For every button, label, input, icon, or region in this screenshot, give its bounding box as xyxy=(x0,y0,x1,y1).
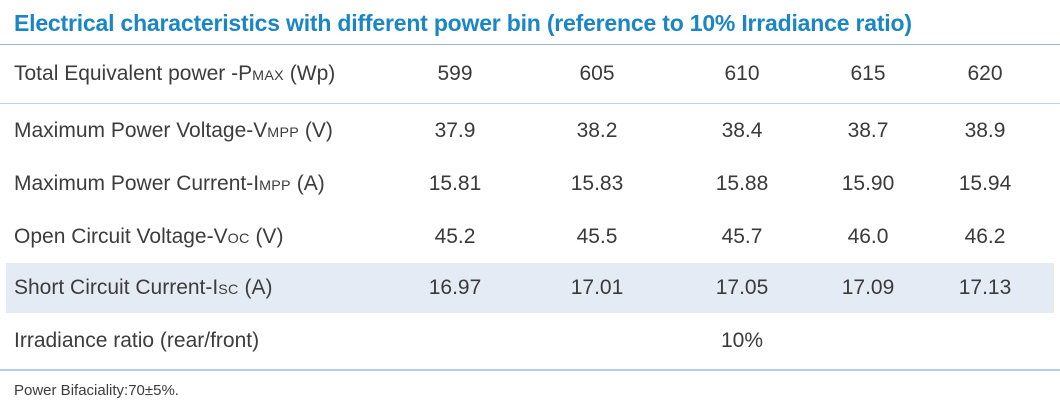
cell-value: 46.2 xyxy=(964,224,1006,248)
row-label-text: Maximum Power Current-I xyxy=(14,171,260,195)
cell-value: 38.4 xyxy=(721,118,763,142)
cell-value: 45.7 xyxy=(721,224,763,248)
row-label-subscript: MPP xyxy=(267,124,300,141)
cell-value: 45.5 xyxy=(576,224,618,248)
cell-value: 38.9 xyxy=(964,118,1006,142)
title-divider xyxy=(0,44,1060,45)
table-row-impp: Maximum Power Current-IMPP (A) 15.81 15.… xyxy=(0,157,1060,210)
table-row-pmax: Total Equivalent power -PMAX (Wp) 599 60… xyxy=(0,45,1060,104)
cell-value: 37.9 xyxy=(434,118,476,142)
cell-value: 15.94 xyxy=(958,171,1012,195)
cell-value: 45.2 xyxy=(434,224,476,248)
row-label-text: Irradiance ratio (rear/front) xyxy=(14,329,260,352)
cell-value: 15.88 xyxy=(715,171,769,195)
row-label-voc: Open Circuit Voltage-VOC (V) xyxy=(0,225,390,249)
row-label-unit: (V) xyxy=(249,224,284,248)
cell-value: 38.7 xyxy=(847,118,889,142)
cell-value: 615 xyxy=(850,62,886,85)
row-label-pmax: Total Equivalent power -PMAX (Wp) xyxy=(0,62,390,86)
cell-value: 17.13 xyxy=(958,276,1012,299)
cell-value: 15.90 xyxy=(841,171,895,195)
electrical-characteristics-table: Total Equivalent power -PMAX (Wp) 599 60… xyxy=(0,45,1060,371)
cell-value: 16.97 xyxy=(428,276,482,299)
page-title: Electrical characteristics with differen… xyxy=(14,10,912,36)
row-label-subscript: OC xyxy=(227,230,250,247)
row-label-irradiance-ratio: Irradiance ratio (rear/front) xyxy=(0,329,390,353)
row-label-impp: Maximum Power Current-IMPP (A) xyxy=(0,172,390,196)
row-label-unit: (Wp) xyxy=(283,62,336,85)
row-label-text: Maximum Power Voltage-V xyxy=(14,118,268,142)
row-label-unit: (V) xyxy=(299,118,333,142)
row-label-text: Open Circuit Voltage-V xyxy=(14,224,228,248)
cell-value: 599 xyxy=(437,62,473,85)
row-label-text: Short Circuit Current-I xyxy=(14,276,219,299)
footnote: Power Bifaciality:70±5%. xyxy=(14,382,179,399)
cell-value: 610 xyxy=(724,62,760,85)
cell-value: 17.05 xyxy=(715,276,769,299)
row-label-unit: (A) xyxy=(290,171,325,195)
cell-value: 15.81 xyxy=(428,171,482,195)
row-label-subscript: SC xyxy=(218,282,239,298)
cell-value: 46.0 xyxy=(847,224,889,248)
row-label-unit: (A) xyxy=(238,276,273,299)
row-label-subscript: MAX xyxy=(252,68,284,84)
table-row-vmpp: Maximum Power Voltage-VMPP (V) 37.9 38.2… xyxy=(0,104,1060,157)
cell-value: 620 xyxy=(967,62,1003,85)
table-row-voc: Open Circuit Voltage-VOC (V) 45.2 45.5 4… xyxy=(0,210,1060,263)
cell-value: 17.01 xyxy=(570,276,624,299)
row-label-isc: Short Circuit Current-ISC (A) xyxy=(0,276,390,300)
cell-value: 17.09 xyxy=(841,276,895,299)
table-row-isc-highlighted: Short Circuit Current-ISC (A) 16.97 17.0… xyxy=(0,263,1060,313)
table-row-irradiance-ratio: Irradiance ratio (rear/front) 10% xyxy=(0,313,1060,371)
cell-value: 10% xyxy=(720,329,764,352)
row-label-text: Total Equivalent power -P xyxy=(14,62,253,85)
cell-value: 38.2 xyxy=(576,118,618,142)
cell-value: 15.83 xyxy=(570,171,624,195)
row-label-subscript: MPP xyxy=(259,177,291,194)
cell-value: 605 xyxy=(579,62,615,85)
row-label-vmpp: Maximum Power Voltage-VMPP (V) xyxy=(0,119,390,143)
